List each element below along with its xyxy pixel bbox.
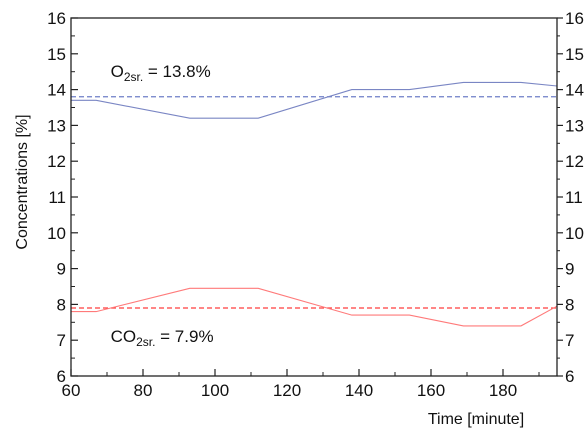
- y-left-tick-label: 6: [57, 367, 66, 386]
- annotation-0: O2sr. = 13.8%: [111, 62, 211, 84]
- series-layer: [71, 81, 558, 327]
- y-left-tick-label: 8: [57, 295, 66, 314]
- y-right-tick-label: 8: [565, 295, 574, 314]
- y-left-tick-label: 14: [47, 81, 66, 100]
- x-tick-label: 160: [417, 381, 445, 400]
- y-left-tick-label: 12: [47, 152, 66, 171]
- x-tick-label: 180: [489, 381, 517, 400]
- x-tick-label: 60: [62, 381, 81, 400]
- x-tick-label: 80: [134, 381, 153, 400]
- y-right-tick-label: 12: [565, 152, 584, 171]
- y-right-tick-label: 13: [565, 116, 584, 135]
- x-axis-title: Time [minute]: [428, 411, 524, 428]
- y-left-tick-label: 11: [48, 188, 66, 207]
- y-left-tick-label: 9: [57, 260, 66, 279]
- y-right-tick-label: 6: [565, 367, 574, 386]
- series-line-0: [71, 81, 558, 119]
- y-left-tick-label: 13: [47, 116, 66, 135]
- x-tick-label: 120: [273, 381, 301, 400]
- y-left-tick-label: 7: [57, 331, 66, 350]
- y-right-tick-label: 9: [565, 260, 574, 279]
- labels-layer: 60 80 100 120 140 160 180 6 7 8 9 10 11 12 13 14 15 16 6 7 8…: [47, 9, 584, 400]
- annotation-1: CO2sr. = 7.9%: [111, 327, 214, 349]
- y-left-tick-label: 16: [47, 9, 66, 28]
- y-axis-title: Concentrations [%]: [14, 114, 31, 249]
- y-right-tick-label: 14: [565, 81, 584, 100]
- y-right-tick-label: 15: [565, 45, 584, 64]
- x-tick-label: 140: [345, 381, 373, 400]
- axes-layer: [70, 17, 563, 377]
- series-line-1: [71, 287, 558, 327]
- y-right-tick-label: 16: [565, 9, 584, 28]
- reference-lines-layer: [71, 96, 557, 309]
- y-right-tick-label: 11: [565, 188, 583, 207]
- y-left-tick-label: 10: [47, 224, 66, 243]
- y-right-tick-label: 10: [565, 224, 584, 243]
- x-tick-label: 100: [201, 381, 229, 400]
- y-right-tick-label: 7: [565, 331, 574, 350]
- y-left-tick-label: 15: [47, 45, 66, 64]
